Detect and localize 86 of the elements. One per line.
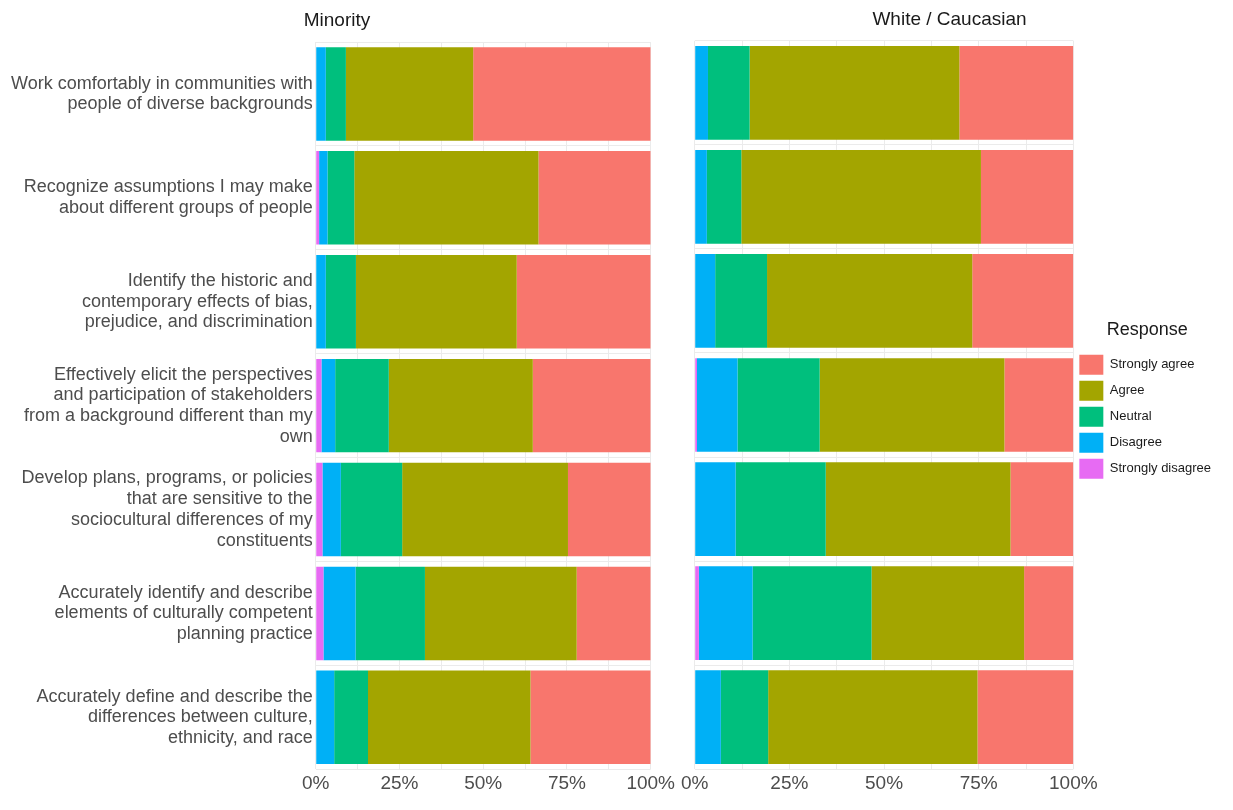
bar: [316, 670, 335, 765]
x-tick-label: 75%: [959, 771, 998, 793]
x-tick-label: 50%: [865, 771, 904, 793]
bar: [368, 670, 531, 765]
bar: [695, 46, 708, 140]
bar: [1004, 358, 1074, 452]
y-tick-label: Effectively elicit the perspectives and participation of stakeholders from a background different than my own: [23, 363, 313, 446]
bar: [316, 462, 323, 557]
bar: [972, 254, 1074, 348]
bar: [316, 47, 326, 141]
bar: [530, 670, 651, 765]
bar: [322, 462, 341, 557]
bar: [825, 462, 1011, 556]
bar: [707, 46, 750, 140]
bar: [735, 462, 826, 556]
bar: [402, 462, 568, 557]
x-tick-label: 75%: [547, 771, 587, 793]
legend-label: Agree: [1109, 382, 1145, 398]
bar: [959, 46, 1074, 140]
bar: [698, 566, 753, 660]
bar: [767, 254, 973, 348]
chart-title: White / Caucasian: [872, 7, 1027, 29]
bar: [567, 462, 651, 557]
y-tick-label: Recognize assumptions I may make about different groups of people: [23, 176, 313, 218]
legend-label: Disagree: [1109, 434, 1162, 450]
bar: [316, 566, 324, 661]
y-tick-label: Accurately define and describe the differences between culture, ethnicity, and race: [36, 685, 313, 747]
bar: [355, 255, 517, 349]
x-tick-label: 100%: [626, 771, 676, 793]
bar: [720, 670, 769, 764]
legend-label: Strongly agree: [1109, 356, 1195, 372]
y-tick-label: Accurately identify and describe elements of culturally competent planning practice: [54, 581, 313, 644]
bar: [354, 151, 539, 245]
x-tick-label: 0%: [681, 771, 709, 793]
bar: [327, 151, 355, 245]
bar: [768, 670, 978, 764]
y-tick-label: Develop plans, programs, or policies that are sensitive to the sociocultural differences of my constituents: [21, 467, 313, 550]
bar: [321, 358, 336, 453]
bar: [715, 254, 768, 348]
bar: [325, 255, 356, 349]
bar: [345, 47, 474, 141]
bar: [697, 358, 738, 452]
x-tick-label: 50%: [464, 771, 503, 793]
x-tick-label: 25%: [770, 771, 809, 793]
bar: [355, 566, 425, 661]
bar: [316, 358, 322, 453]
bar: [871, 566, 1025, 660]
bar: [1024, 566, 1074, 660]
bar: [388, 358, 533, 453]
legend-label: Neutral: [1109, 408, 1152, 424]
bar: [1010, 462, 1074, 556]
bar: [576, 566, 651, 661]
bar: [737, 358, 820, 452]
chart-title: Minority: [303, 8, 371, 30]
legend-title: Response: [1106, 319, 1188, 340]
bar: [980, 150, 1074, 244]
bar: [532, 358, 651, 453]
legend-label: Strongly disagree: [1109, 460, 1211, 476]
bar: [695, 566, 699, 660]
bar: [424, 566, 577, 661]
bar: [695, 670, 721, 764]
x-tick-label: 25%: [380, 771, 419, 793]
bar: [335, 358, 389, 453]
bar: [319, 151, 328, 245]
y-tick-label: Work comfortably in communities with people of diverse backgrounds: [10, 72, 313, 114]
bar: [473, 47, 651, 141]
bar: [334, 670, 369, 765]
bar: [516, 255, 651, 349]
bar: [695, 462, 736, 556]
bar: [706, 150, 742, 244]
bar: [316, 255, 326, 349]
bar: [752, 566, 872, 660]
bar: [316, 151, 320, 245]
y-tick-label: Identify the historic and contemporary effects of bias, prejudice, and discrimination: [81, 270, 313, 332]
x-tick-label: 0%: [302, 771, 330, 793]
x-tick-label: 100%: [1049, 771, 1098, 793]
bar: [325, 47, 346, 141]
bar: [538, 151, 651, 245]
bar: [749, 46, 960, 140]
bar: [819, 358, 1005, 452]
bar: [977, 670, 1074, 764]
bar: [340, 462, 403, 557]
bar: [741, 150, 981, 244]
bar: [695, 254, 716, 348]
bar: [323, 566, 356, 661]
bar: [695, 150, 707, 244]
